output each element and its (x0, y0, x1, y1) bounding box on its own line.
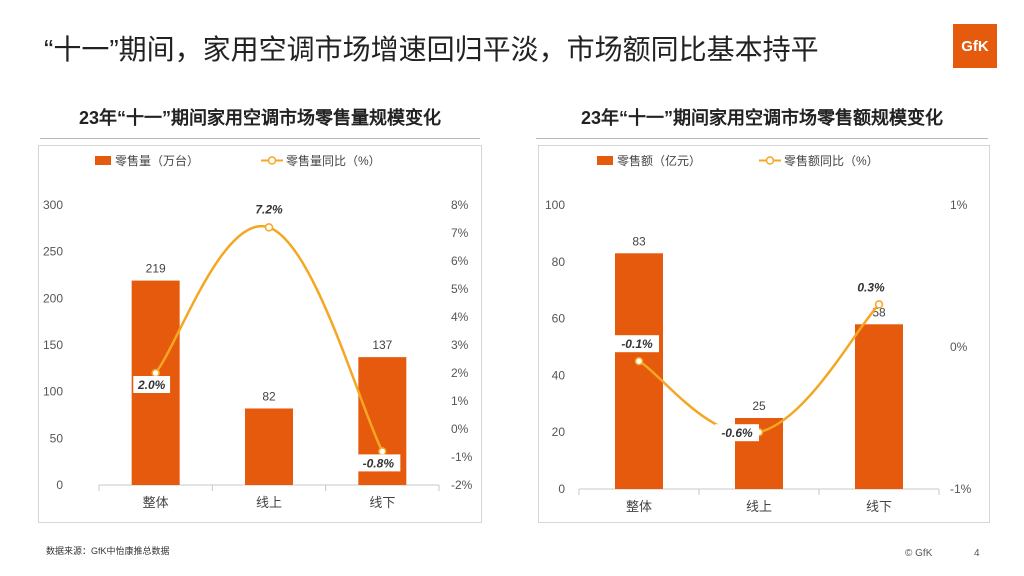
chart-2-left-tick-3: 60 (552, 312, 566, 326)
chart-2-legend-line-label: 零售额同比（%） (784, 153, 879, 168)
chart-1-left-tick-4: 200 (43, 291, 63, 305)
chart-2-line-label-2: 0.3% (857, 280, 885, 294)
source-note: 数据来源：GfK中怡康推总数据 (46, 546, 170, 556)
chart-2-line-point-0 (634, 356, 644, 366)
chart-2-left-tick-1: 20 (552, 425, 566, 439)
chart-1-line-point-1 (264, 223, 274, 232)
chart-1-right-tick-7: 5% (451, 282, 469, 296)
chart-1-right-tick-10: 8% (451, 198, 469, 212)
chart-1-right-tick-6: 4% (451, 310, 469, 324)
chart-1-right-tick-5: 3% (451, 338, 469, 352)
chart-2-line-label-0: -0.1% (621, 337, 653, 351)
chart-2-legend-bar-swatch (597, 156, 613, 165)
chart-2-bar-2 (855, 324, 903, 489)
chart-2-bar-label-1: 25 (752, 399, 766, 413)
chart-1-bar-label-2: 137 (372, 338, 392, 352)
chart-2-svg: 零售额（亿元） 零售额同比（%）020406080100-1%0%1%832558… (545, 153, 972, 514)
chart-1-right-tick-2: 0% (451, 422, 469, 436)
chart-2-category-label-1: 线上 (746, 499, 772, 514)
chart-2-left-tick-0: 0 (558, 482, 565, 496)
chart-1-right-tick-1: -1% (451, 450, 473, 464)
page-title: “十一”期间，家用空调市场增速回归平淡，市场额同比基本持平 (44, 34, 819, 65)
chart-2-panel: 零售额（亿元） 零售额同比（%） 0 20 40 60 80 100 -1% 0% 1% 83 25 58… (538, 145, 990, 523)
chart-2-line-series (638, 303, 880, 435)
chart-1-right-tick-0: -2% (451, 478, 473, 492)
chart-2-left-tick-5: 100 (545, 198, 565, 212)
chart-1-right-tick-8: 6% (451, 254, 469, 268)
chart-1-line-label-bg-0 (133, 376, 171, 393)
page-number: 4 (974, 548, 980, 559)
chart-1-category-label-2: 线下 (369, 495, 395, 510)
copyright: © GfK (905, 548, 933, 559)
chart-1-title: 23年“十一”期间家用空调市场零售量规模变化 (78, 108, 442, 128)
chart-1-title-rule (40, 138, 480, 139)
chart-1-right-tick-4: 2% (451, 366, 469, 380)
chart-1-line-label-0: 2.0% (137, 378, 166, 392)
chart-1-bar-1 (245, 408, 293, 485)
chart-1-right-tick-3: 1% (451, 394, 469, 408)
chart-2-title-rule (536, 138, 988, 139)
chart-1-line-label-bg-2 (356, 454, 401, 472)
chart-1-svg: 零售量（万台） 零售量同比（%） 0 50 100 150 200 250 300 -2% -1% 0… (43, 153, 473, 510)
chart-1-legend-bar-swatch (95, 156, 111, 165)
chart-2-bar-0 (615, 253, 663, 489)
chart-2-right-tick-2: 1% (950, 198, 968, 212)
chart-2-line-label-1: -0.6% (721, 426, 753, 440)
chart-1-legend-line-label: 零售量同比（%） (286, 153, 381, 168)
chart-1-left-tick-1: 50 (50, 431, 64, 445)
chart-1-right-tick-9: 7% (451, 226, 469, 240)
chart-1-panel: 零售量（万台） 零售量同比（%） 0 50 100 150 200 250 300 -2% -1% 0… (38, 145, 482, 523)
chart-1-left-tick-6: 300 (43, 198, 63, 212)
chart-2-line-label-bg-0 (615, 335, 659, 353)
chart-2-title: 23年“十一”期间家用空调市场零售额规模变化 (580, 108, 944, 128)
chart-2-right-tick-0: -1% (950, 482, 972, 496)
chart-1-category-label-0: 整体 (143, 495, 169, 510)
chart-2-legend-line-marker (765, 156, 775, 165)
chart-1-legend-bar-label: 零售量（万台） (115, 153, 199, 168)
chart-1-left-tick-5: 250 (43, 245, 63, 259)
chart-1-line-label-1: 7.2% (255, 202, 283, 216)
chart-2-bar-label-0: 83 (632, 234, 646, 248)
chart-1-legend-line-marker (267, 156, 277, 165)
chart-2-left-tick-2: 40 (552, 368, 566, 382)
chart-2-line-label-bg-1 (715, 424, 759, 442)
chart-1-left-tick-0: 0 (56, 478, 63, 492)
chart-1-category-label-1: 线上 (256, 495, 282, 510)
chart-1-bar-label-0: 219 (146, 262, 166, 276)
chart-1-line-point-2 (378, 447, 387, 456)
chart-2-category-label-2: 线下 (866, 499, 892, 514)
chart-2-left-tick-4: 80 (552, 255, 566, 269)
chart-1-left-tick-3: 150 (43, 338, 63, 352)
chart-2-right-tick-1: 0% (950, 340, 968, 354)
chart-1-line-point-0 (151, 368, 160, 378)
gfk-logo: GfK (953, 24, 997, 68)
chart-1-bar-label-1: 82 (262, 389, 276, 403)
chart-2-legend-bar-label: 零售额（亿元） (617, 153, 701, 168)
chart-1-left-tick-2: 100 (43, 385, 63, 399)
chart-2-category-label-0: 整体 (626, 499, 652, 514)
chart-1-line-label-2: -0.8% (363, 456, 395, 470)
chart-2-line-point-2 (874, 300, 884, 309)
